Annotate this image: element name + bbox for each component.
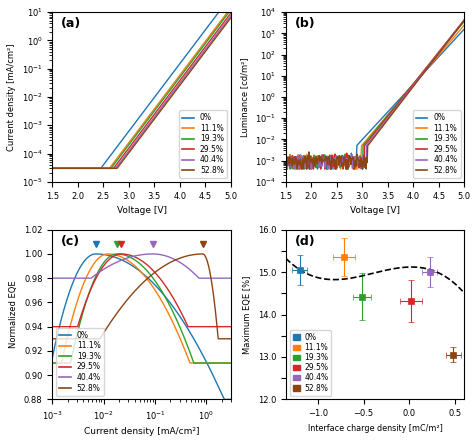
Legend: 0%, 11.1%, 19.3%, 29.5%, 40.4%, 52.8%: 0%, 11.1%, 19.3%, 29.5%, 40.4%, 52.8% [56, 328, 104, 396]
Y-axis label: Maximum EQE [%]: Maximum EQE [%] [243, 276, 252, 354]
Text: (a): (a) [61, 17, 82, 30]
Legend: 0%, 11.1%, 19.3%, 29.5%, 40.4%, 52.8%: 0%, 11.1%, 19.3%, 29.5%, 40.4%, 52.8% [290, 330, 331, 396]
Text: (c): (c) [61, 235, 81, 248]
Text: (d): (d) [295, 235, 315, 248]
Text: (b): (b) [295, 17, 315, 30]
Legend: 0%, 11.1%, 19.3%, 29.5%, 40.4%, 52.8%: 0%, 11.1%, 19.3%, 29.5%, 40.4%, 52.8% [179, 110, 227, 178]
X-axis label: Current density [mA/cm²]: Current density [mA/cm²] [84, 427, 200, 436]
Legend: 0%, 11.1%, 19.3%, 29.5%, 40.4%, 52.8%: 0%, 11.1%, 19.3%, 29.5%, 40.4%, 52.8% [413, 110, 461, 178]
X-axis label: Voltage [V]: Voltage [V] [350, 206, 400, 215]
Y-axis label: Luminance [cd/m²]: Luminance [cd/m²] [240, 57, 249, 137]
Y-axis label: Normalized EQE: Normalized EQE [9, 281, 18, 348]
Y-axis label: Current density [mA/cm²]: Current density [mA/cm²] [7, 43, 16, 151]
X-axis label: Voltage [V]: Voltage [V] [117, 206, 166, 215]
X-axis label: Interface charge density [mC/m²]: Interface charge density [mC/m²] [308, 424, 443, 433]
